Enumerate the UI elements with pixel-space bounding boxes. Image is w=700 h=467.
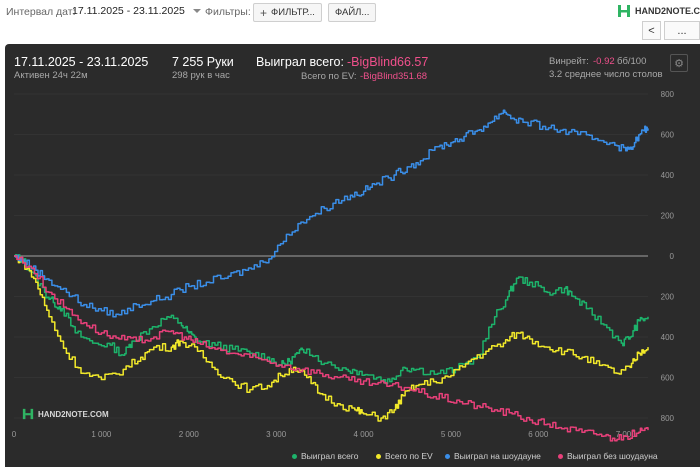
chevron-left-icon: < <box>648 24 655 37</box>
legend-item-showdown[interactable]: Выиграл на шоудауне <box>445 451 541 461</box>
more-button[interactable]: ... <box>664 21 700 40</box>
x-tick-label: 4 000 <box>354 430 375 439</box>
won-total-value: -BigBlind66.57 <box>347 55 429 69</box>
legend-dot <box>558 453 563 459</box>
hands-per-hour: 298 рук в час <box>172 70 230 81</box>
x-tick-label: 2 000 <box>179 430 200 439</box>
plus-icon: + <box>260 5 268 20</box>
file-button-label: ФАЙЛ... <box>335 7 370 18</box>
period-text: 17.11.2025 - 23.11.2025 <box>14 55 149 69</box>
hands-count: 7 255 Руки <box>172 55 234 69</box>
winrate-unit: бб/100 <box>617 56 647 67</box>
winrate-label: Винрейт: <box>549 56 589 67</box>
y-tick-label: 800 <box>661 414 675 423</box>
file-button[interactable]: ФАЙЛ... <box>328 3 377 22</box>
x-tick-label: 1 000 <box>91 430 112 439</box>
filter-button[interactable]: + ФИЛЬТР... <box>253 3 322 22</box>
y-tick-label: 200 <box>661 212 675 221</box>
legend-item-won[interactable]: Выиграл всего <box>292 451 358 461</box>
legend-label: Выиграл на шоудауне <box>454 451 541 461</box>
series-line <box>14 255 649 442</box>
interval-label: Интервал дат: <box>6 6 76 18</box>
filter-button-label: ФИЛЬТР... <box>271 7 315 18</box>
more-icon: ... <box>677 24 687 37</box>
ev-total-label: Всего по EV: <box>301 71 357 82</box>
won-total-label: Выиграл всего: <box>256 55 344 69</box>
legend-dot <box>445 453 450 459</box>
ev-total-value: -BigBlind351.68 <box>360 71 428 82</box>
brand-logo: HAND2NOTE.COM <box>617 4 700 18</box>
legend-label: Выиграл всего <box>301 451 359 461</box>
legend-item-ev[interactable]: Всего по EV <box>376 451 433 461</box>
x-tick-label: 7 000 <box>616 430 637 439</box>
legend-dot <box>376 453 381 459</box>
toolbar: Интервал дат: 17.11.2025 - 23.11.2025 Фи… <box>0 0 700 42</box>
chart-watermark: HAND2NOTE.COM <box>22 408 109 420</box>
x-tick-label: 6 000 <box>528 430 549 439</box>
settings-button[interactable]: ⚙ <box>670 54 688 72</box>
series-line <box>14 254 649 385</box>
legend-item-no-showdown[interactable]: Выиграл без шоудауна <box>558 451 658 461</box>
gear-icon: ⚙ <box>674 57 684 70</box>
y-tick-label: 0 <box>670 252 675 261</box>
winrate-value: -0.92 <box>593 56 615 67</box>
date-range-value: 17.11.2025 - 23.11.2025 <box>72 5 185 17</box>
active-time: Активен 24ч 22м <box>14 70 88 81</box>
y-tick-label: 600 <box>661 131 675 140</box>
watermark-text: HAND2NOTE.COM <box>38 409 109 419</box>
y-tick-label: 800 <box>661 90 675 99</box>
y-tick-label: 400 <box>661 171 675 180</box>
chevron-down-icon <box>192 9 201 13</box>
y-tick-label: 200 <box>661 293 675 302</box>
legend-label: Всего по EV <box>385 451 433 461</box>
x-tick-label: 3 000 <box>266 430 287 439</box>
back-button[interactable]: < <box>642 21 661 40</box>
x-tick-label: 5 000 <box>441 430 462 439</box>
y-tick-label: 600 <box>661 374 675 383</box>
hand2note-logo-icon <box>618 5 630 17</box>
legend-label: Выиграл без шоудауна <box>567 451 658 461</box>
x-tick-label: 0 <box>12 430 17 439</box>
date-range-select[interactable]: 17.11.2025 - 23.11.2025 <box>72 5 201 17</box>
avg-tables: 3.2 среднее число столов <box>549 69 663 80</box>
legend-dot <box>292 453 297 459</box>
y-tick-label: 400 <box>661 333 675 342</box>
filters-label: Фильтры: <box>205 6 251 18</box>
hand2note-logo-icon <box>22 408 34 420</box>
series-line <box>14 255 649 422</box>
series-line <box>14 109 649 318</box>
logo-text: HAND2NOTE.COM <box>635 6 700 16</box>
